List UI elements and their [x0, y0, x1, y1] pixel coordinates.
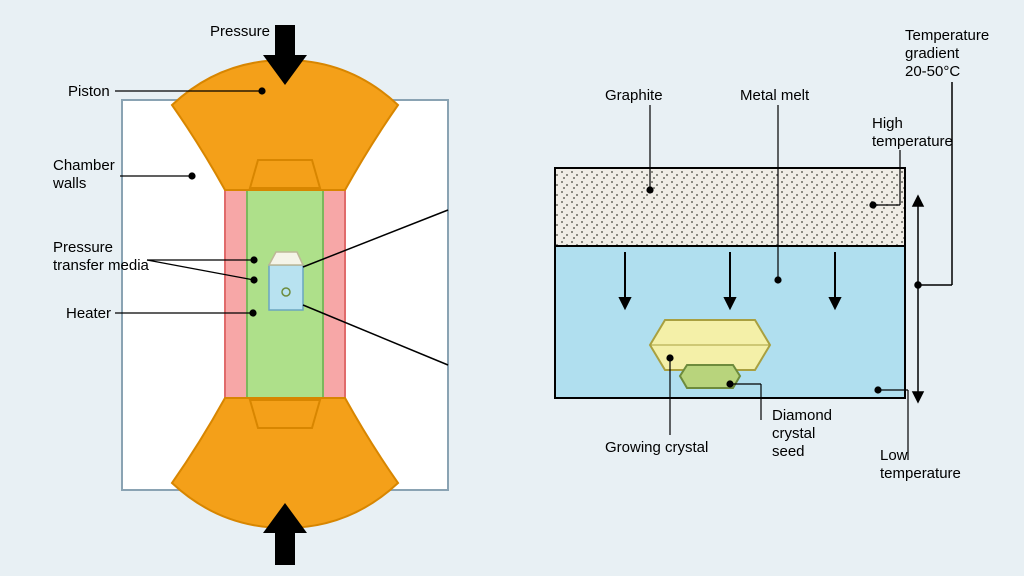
label-high-temp-1: High [872, 115, 903, 132]
label-seed-3: seed [772, 443, 805, 460]
label-ptm-2: transfer media [53, 257, 150, 274]
label-metal-melt: Metal melt [740, 87, 810, 104]
heater-right [323, 172, 345, 416]
label-graphite: Graphite [605, 87, 663, 104]
label-chamber-walls-2: walls [52, 175, 86, 192]
label-temp-grad-2: gradient [905, 45, 960, 62]
label-low-temp-2: temperature [880, 465, 961, 482]
diagram-stage: Pressure Piston Chamber walls Pressure t… [0, 0, 1024, 576]
temp-gradient-indicator [913, 82, 952, 402]
diagram-svg: Pressure Piston Chamber walls Pressure t… [0, 0, 1024, 576]
left-apparatus: Pressure Piston Chamber walls Pressure t… [52, 23, 448, 565]
label-high-temp-2: temperature [872, 133, 953, 150]
label-seed-1: Diamond [772, 407, 832, 424]
label-heater: Heater [66, 305, 111, 322]
label-low-temp-1: Low [880, 447, 908, 464]
label-ptm-1: Pressure [53, 239, 113, 256]
right-detail: Graphite Metal melt Temperature gradient… [555, 27, 989, 482]
label-pressure: Pressure [210, 23, 270, 40]
label-temp-grad-3: 20-50°C [905, 63, 960, 80]
graphite-layer [555, 168, 905, 246]
label-piston: Piston [68, 83, 110, 100]
label-seed-2: crystal [772, 425, 815, 442]
label-temp-grad-1: Temperature [905, 27, 989, 44]
label-growing-crystal: Growing crystal [605, 439, 708, 456]
label-chamber-walls-1: Chamber [53, 157, 115, 174]
heater-left [225, 172, 247, 416]
